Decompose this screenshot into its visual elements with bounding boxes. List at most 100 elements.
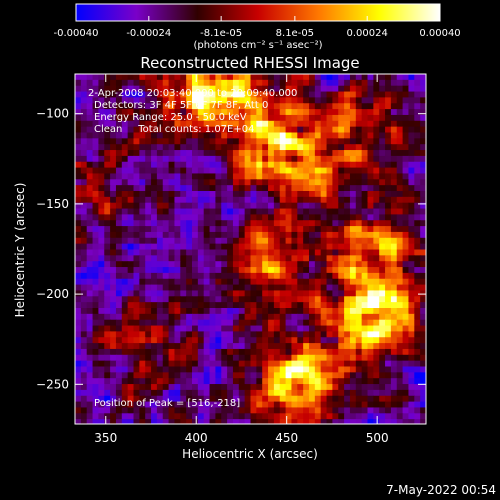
- heatmap-cell: [127, 173, 135, 180]
- heatmap-cell: [326, 167, 333, 175]
- heatmap-cell: [121, 109, 129, 116]
- heatmap-cell: [80, 150, 88, 157]
- heatmap-cell: [221, 243, 228, 251]
- heatmap-cell: [390, 173, 398, 180]
- heatmap-cell: [145, 272, 152, 280]
- heatmap-cell: [232, 267, 240, 274]
- heatmap-cell: [174, 319, 181, 327]
- heatmap-cell: [385, 173, 392, 180]
- heatmap-cell: [75, 343, 82, 350]
- heatmap-cell: [314, 79, 322, 87]
- heatmap-cell: [168, 167, 176, 175]
- heatmap-cell: [186, 378, 193, 385]
- heatmap-cell: [110, 308, 117, 315]
- heatmap-cell: [314, 237, 322, 245]
- heatmap-cell: [268, 155, 275, 163]
- heatmap-cell: [232, 179, 240, 186]
- heatmap-cell: [133, 419, 140, 424]
- heatmap-cell: [145, 114, 152, 122]
- heatmap-cell: [408, 226, 415, 233]
- heatmap-cell: [279, 319, 287, 327]
- heatmap-cell: [192, 179, 199, 186]
- heatmap-cell: [256, 150, 263, 157]
- heatmap-cell: [349, 150, 357, 157]
- heatmap-cell: [408, 319, 415, 327]
- heatmap-cell: [86, 384, 94, 391]
- heatmap-cell: [344, 79, 351, 87]
- heatmap-cell: [174, 226, 181, 233]
- heatmap-cell: [227, 85, 234, 93]
- heatmap-cell: [367, 313, 374, 321]
- heatmap-cell: [244, 296, 252, 303]
- heatmap-cell: [250, 319, 257, 327]
- heatmap-cell: [326, 97, 333, 104]
- heatmap-cell: [121, 313, 129, 321]
- heatmap-cell: [232, 196, 240, 204]
- heatmap-cell: [227, 167, 234, 175]
- heatmap-cell: [156, 214, 164, 221]
- heatmap-cell: [279, 185, 287, 192]
- heatmap-cell: [121, 85, 129, 93]
- heatmap-cell: [139, 255, 146, 262]
- heatmap-cell: [326, 372, 333, 379]
- heatmap-cell: [385, 150, 392, 157]
- heatmap-cell: [408, 372, 415, 379]
- heatmap-cell: [414, 337, 421, 344]
- heatmap-cell: [162, 272, 170, 280]
- heatmap-cell: [209, 302, 216, 309]
- heatmap-cell: [361, 231, 369, 239]
- heatmap-cell: [127, 384, 135, 391]
- heatmap-cell: [373, 179, 380, 186]
- heatmap-cell: [344, 208, 351, 215]
- heatmap-cell: [332, 231, 339, 239]
- heatmap-cell: [349, 179, 357, 186]
- heatmap-cell: [115, 325, 123, 332]
- heatmap-cell: [127, 155, 135, 163]
- heatmap-cell: [379, 91, 386, 98]
- heatmap-cell: [420, 91, 426, 98]
- heatmap-cell: [361, 161, 369, 169]
- heatmap-cell: [303, 384, 310, 391]
- heatmap-cell: [355, 208, 363, 215]
- heatmap-cell: [268, 255, 275, 262]
- heatmap-cell: [262, 191, 269, 198]
- heatmap-cell: [291, 85, 298, 93]
- heatmap-cell: [86, 79, 94, 87]
- heatmap-cell: [104, 319, 111, 327]
- heatmap-cell: [98, 243, 105, 251]
- heatmap-cell: [414, 97, 421, 104]
- heatmap-cell: [349, 231, 357, 239]
- heatmap-cell: [367, 167, 374, 175]
- heatmap-cell: [139, 97, 146, 104]
- heatmap-cell: [332, 161, 339, 169]
- heatmap-cell: [309, 208, 316, 215]
- heatmap-cell: [250, 296, 257, 303]
- heatmap-cell: [420, 120, 426, 128]
- heatmap-cell: [355, 378, 363, 385]
- heatmap-cell: [232, 79, 240, 87]
- heatmap-cell: [197, 214, 205, 221]
- heatmap-cell: [402, 214, 410, 221]
- heatmap-cell: [320, 378, 328, 385]
- heatmap-cell: [174, 413, 181, 420]
- heatmap-cell: [361, 348, 369, 356]
- heatmap-cell: [262, 401, 269, 409]
- heatmap-cell: [349, 302, 357, 309]
- heatmap-cell: [80, 132, 88, 139]
- heatmap-cell: [408, 243, 415, 251]
- heatmap-cell: [174, 407, 181, 414]
- heatmap-cell: [285, 378, 293, 385]
- heatmap-cell: [332, 395, 339, 403]
- heatmap-cell: [379, 272, 386, 280]
- heatmap-cell: [98, 401, 105, 409]
- heatmap-cell: [332, 302, 339, 309]
- heatmap-cell: [156, 85, 164, 93]
- heatmap-cell: [396, 103, 404, 110]
- heatmap-cell: [279, 91, 287, 98]
- heatmap-cell: [408, 132, 415, 139]
- heatmap-cell: [332, 272, 339, 280]
- heatmap-cell: [104, 313, 111, 321]
- heatmap-cell: [303, 308, 310, 315]
- heatmap-cell: [338, 179, 345, 186]
- heatmap-cell: [367, 419, 374, 424]
